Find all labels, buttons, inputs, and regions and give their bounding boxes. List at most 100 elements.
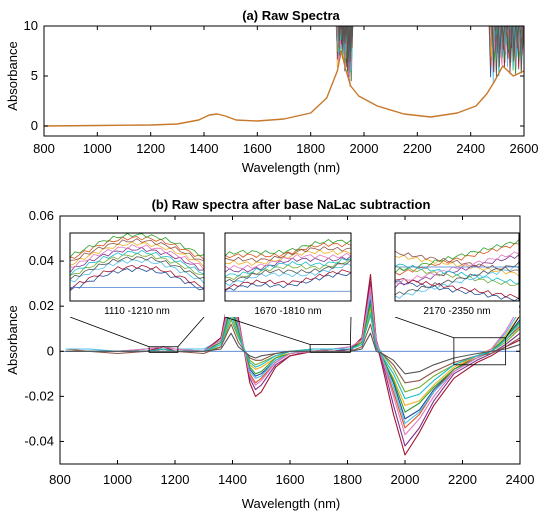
inset-0-series-line-11 bbox=[70, 256, 204, 280]
panel-a-ytick-label-0: 0 bbox=[31, 118, 38, 133]
inset-1-zoom-box bbox=[309, 344, 351, 353]
inset-2-connector-right bbox=[505, 316, 520, 338]
inset-0-lines bbox=[70, 233, 204, 292]
inset-1-label: 1670 -1810 nm bbox=[254, 306, 321, 317]
inset-1-series-line-6 bbox=[225, 269, 351, 291]
inset-1-series-line-7 bbox=[225, 239, 351, 257]
panel-b-xtick-label-2200: 2200 bbox=[448, 472, 477, 487]
panel-b-ytick-label-4: 0.04 bbox=[29, 253, 54, 268]
inset-1-connector-right bbox=[349, 316, 352, 345]
inset-0-connector-left bbox=[69, 316, 150, 348]
panel-a-xtick-label-1400: 1400 bbox=[190, 141, 219, 156]
panel-b-ytick-label-2: 0 bbox=[47, 343, 54, 358]
inset-0-series-line-3 bbox=[70, 246, 204, 273]
panel-a-xtick-label-2600: 2600 bbox=[510, 141, 539, 156]
panel-a-series-group bbox=[44, 26, 524, 127]
inset-1-series-line-9 bbox=[225, 252, 351, 270]
inset-0-series-line-9 bbox=[70, 244, 204, 270]
inset-1-connector-left bbox=[224, 316, 311, 345]
panel-b-plot-area bbox=[60, 274, 520, 456]
panel-b-ylabel: Absorbance bbox=[5, 305, 20, 374]
inset-0-connector-right bbox=[177, 316, 205, 348]
panel-a-saturation-line-0-10 bbox=[338, 26, 354, 73]
inset-0-series-line-7 bbox=[70, 233, 204, 258]
panel-a-xtick-label-2000: 2000 bbox=[350, 141, 379, 156]
panel-a-xtick-label-1200: 1200 bbox=[136, 141, 165, 156]
inset-1-series-line-8 bbox=[225, 246, 351, 263]
panel-a-xtick-label-1000: 1000 bbox=[83, 141, 112, 156]
inset-1-series-line-1 bbox=[225, 242, 351, 259]
panel-a-raw-spectra: (a) Raw Spectra 800 1000 1200 1400 1600 1800 2… bbox=[5, 8, 538, 175]
inset-0-zoom-box bbox=[148, 346, 179, 353]
panel-b-ytick-label-0: -0.04 bbox=[24, 433, 54, 448]
panel-a-ytick-label-5: 5 bbox=[31, 68, 38, 83]
panel-b-xtick-label-2400: 2400 bbox=[506, 472, 535, 487]
inset-2-label: 2170 -2350 nm bbox=[423, 306, 490, 317]
panel-b-xtick-label-1600: 1600 bbox=[276, 472, 305, 487]
panel-a-saturation-line-0-11 bbox=[338, 26, 354, 72]
inset-0-series-line-8 bbox=[70, 238, 204, 262]
inset-1-series-line-11 bbox=[225, 259, 351, 283]
panel-b-series-line-7 bbox=[65, 303, 520, 413]
inset-1: 1670 -1810 nm bbox=[224, 232, 352, 353]
inset-0-label: 1110 -1210 nm bbox=[104, 306, 170, 317]
inset-2-lines bbox=[395, 239, 519, 301]
panel-b-ytick-label-5: 0.06 bbox=[29, 208, 54, 223]
panel-b-ytick-label-1: -0.02 bbox=[24, 388, 54, 403]
panel-b-subtracted-spectra: (b) Raw spectra after base NaLac subtrac… bbox=[5, 197, 534, 511]
inset-0-series-line-0 bbox=[70, 267, 204, 292]
inset-2-connector-left bbox=[394, 316, 455, 339]
panel-a-frame bbox=[43, 25, 525, 137]
inset-1-lines bbox=[225, 239, 351, 292]
panel-a-xlabel: Wavelength (nm) bbox=[242, 160, 341, 175]
panel-b-xlabel: Wavelength (nm) bbox=[242, 496, 341, 511]
inset-2-series-line-6 bbox=[395, 277, 519, 299]
panel-b-title: (b) Raw spectra after base NaLac subtrac… bbox=[152, 197, 431, 212]
panel-b-xtick-label-1400: 1400 bbox=[218, 472, 247, 487]
inset-0-series-line-10 bbox=[70, 249, 204, 276]
panel-a-xtick-label-2200: 2200 bbox=[403, 141, 432, 156]
inset-1-frame bbox=[224, 232, 352, 302]
panel-a-ylabel: Absorbance bbox=[5, 41, 20, 110]
inset-2-zoom-box bbox=[453, 337, 507, 366]
panel-a-xtick-label-2400: 2400 bbox=[456, 141, 485, 156]
inset-2-series-line-0 bbox=[395, 280, 519, 301]
panel-b-series-line-11 bbox=[65, 332, 520, 375]
panel-a-ytick-label-10: 10 bbox=[24, 18, 38, 33]
inset-2-series-line-5 bbox=[395, 265, 519, 299]
inset-2-series-line-11 bbox=[395, 261, 519, 296]
inset-2: 2170 -2350 nm bbox=[394, 232, 520, 366]
inset-1-background bbox=[225, 233, 351, 317]
inset-1-series-line-4 bbox=[225, 257, 351, 281]
panel-b-xtick-label-800: 800 bbox=[49, 472, 71, 487]
panel-a-xtick-label-1600: 1600 bbox=[243, 141, 272, 156]
panel-b-series-group bbox=[60, 274, 520, 456]
panel-b-xtick-label-2000: 2000 bbox=[391, 472, 420, 487]
inset-2-frame bbox=[394, 232, 520, 302]
panel-b-series-line-2 bbox=[65, 307, 520, 406]
inset-1-series-line-10 bbox=[225, 258, 351, 278]
inset-2-series-line-4 bbox=[395, 265, 519, 286]
panel-a-series-line-0 bbox=[44, 50, 524, 127]
panel-a-xtick-label-1800: 1800 bbox=[296, 141, 325, 156]
inset-0-series-line-6 bbox=[70, 264, 204, 290]
inset-0-series-line-1 bbox=[70, 236, 204, 260]
panel-a-xtick-label-800: 800 bbox=[33, 141, 55, 156]
panel-b-insets: 1110 -1210 nm 1670 -1810 nm 2170 -2350 nm bbox=[69, 232, 520, 366]
panel-a-saturation-line-1-11 bbox=[494, 26, 524, 78]
panel-a-plot-area bbox=[44, 26, 524, 127]
panel-a-saturation-line-1-10 bbox=[494, 26, 524, 72]
inset-0-frame bbox=[69, 232, 205, 302]
inset-0-series-line-4 bbox=[70, 252, 204, 276]
inset-0: 1110 -1210 nm bbox=[69, 232, 205, 353]
panel-b-ytick-label-3: 0.02 bbox=[29, 298, 54, 313]
panel-a-saturation-line-0-9 bbox=[337, 26, 353, 73]
inset-2-series-line-9 bbox=[395, 251, 519, 285]
inset-2-series-line-1 bbox=[395, 242, 519, 276]
inset-1-series-line-5 bbox=[225, 262, 351, 287]
panel-b-xtick-label-1200: 1200 bbox=[161, 472, 190, 487]
inset-0-series-line-2 bbox=[70, 241, 204, 268]
panel-b-xtick-label-1800: 1800 bbox=[333, 472, 362, 487]
panel-a-axes: 800 1000 1200 1400 1600 1800 2000 2200 2400 2600 0… bbox=[24, 18, 539, 156]
